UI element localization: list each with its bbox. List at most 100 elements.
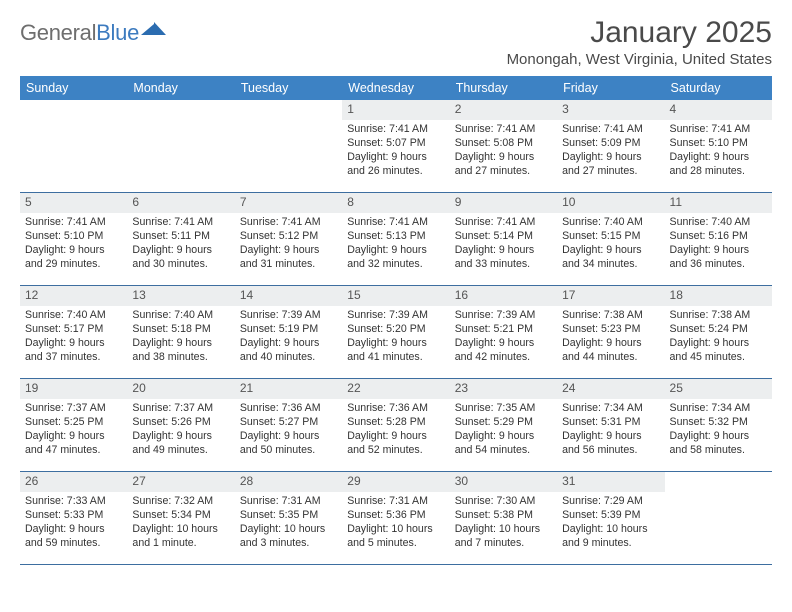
sunset-line: Sunset: 5:39 PM (560, 509, 661, 523)
day-number: 14 (235, 286, 342, 306)
daylight-line: Daylight: 10 hours and 7 minutes. (453, 523, 554, 551)
sunset-line: Sunset: 5:11 PM (130, 230, 231, 244)
daylight-line: Daylight: 9 hours and 36 minutes. (668, 244, 769, 272)
dow-sunday: Sunday (20, 76, 127, 100)
sunset-line: Sunset: 5:08 PM (453, 137, 554, 151)
sunrise-line: Sunrise: 7:41 AM (238, 216, 339, 230)
sunrise-line: Sunrise: 7:41 AM (453, 216, 554, 230)
day-number: 18 (665, 286, 772, 306)
sunrise-line: Sunrise: 7:40 AM (130, 309, 231, 323)
month-title: January 2025 (507, 16, 772, 49)
daylight-line: Daylight: 9 hours and 59 minutes. (23, 523, 124, 551)
day-cell: 21Sunrise: 7:36 AMSunset: 5:27 PMDayligh… (235, 379, 342, 471)
location-label: Monongah, West Virginia, United States (507, 51, 772, 68)
brand-part1: General (20, 20, 96, 45)
dow-friday: Friday (557, 76, 664, 100)
dow-monday: Monday (127, 76, 234, 100)
brand-mark-icon (141, 19, 167, 42)
daylight-line: Daylight: 9 hours and 27 minutes. (453, 151, 554, 179)
day-cell: 22Sunrise: 7:36 AMSunset: 5:28 PMDayligh… (342, 379, 449, 471)
day-cell: 20Sunrise: 7:37 AMSunset: 5:26 PMDayligh… (127, 379, 234, 471)
day-number: 26 (20, 472, 127, 492)
day-cell: 25Sunrise: 7:34 AMSunset: 5:32 PMDayligh… (665, 379, 772, 471)
day-cell: 14Sunrise: 7:39 AMSunset: 5:19 PMDayligh… (235, 286, 342, 378)
sunset-line: Sunset: 5:21 PM (453, 323, 554, 337)
day-cell: 12Sunrise: 7:40 AMSunset: 5:17 PMDayligh… (20, 286, 127, 378)
daylight-line: Daylight: 9 hours and 58 minutes. (668, 430, 769, 458)
daylight-line: Daylight: 9 hours and 50 minutes. (238, 430, 339, 458)
brand-part2: Blue (96, 20, 139, 45)
day-cell: 13Sunrise: 7:40 AMSunset: 5:18 PMDayligh… (127, 286, 234, 378)
daylight-line: Daylight: 9 hours and 45 minutes. (668, 337, 769, 365)
day-number: 2 (450, 100, 557, 120)
daylight-line: Daylight: 9 hours and 37 minutes. (23, 337, 124, 365)
calendar-page: GeneralBlue January 2025 Monongah, West … (0, 0, 792, 612)
sunset-line: Sunset: 5:35 PM (238, 509, 339, 523)
sunrise-line: Sunrise: 7:41 AM (668, 123, 769, 137)
sunrise-line: Sunrise: 7:31 AM (345, 495, 446, 509)
day-cell: 1Sunrise: 7:41 AMSunset: 5:07 PMDaylight… (342, 100, 449, 192)
day-cell: 5Sunrise: 7:41 AMSunset: 5:10 PMDaylight… (20, 193, 127, 285)
sunrise-line: Sunrise: 7:36 AM (345, 402, 446, 416)
sunset-line: Sunset: 5:36 PM (345, 509, 446, 523)
day-cell: 8Sunrise: 7:41 AMSunset: 5:13 PMDaylight… (342, 193, 449, 285)
daylight-line: Daylight: 9 hours and 44 minutes. (560, 337, 661, 365)
sunrise-line: Sunrise: 7:37 AM (130, 402, 231, 416)
day-cell: 10Sunrise: 7:40 AMSunset: 5:15 PMDayligh… (557, 193, 664, 285)
day-cell: . (235, 100, 342, 192)
sunrise-line: Sunrise: 7:40 AM (668, 216, 769, 230)
day-number: 24 (557, 379, 664, 399)
daylight-line: Daylight: 9 hours and 56 minutes. (560, 430, 661, 458)
dow-header-row: Sunday Monday Tuesday Wednesday Thursday… (20, 76, 772, 100)
day-number: 30 (450, 472, 557, 492)
sunrise-line: Sunrise: 7:31 AM (238, 495, 339, 509)
sunset-line: Sunset: 5:26 PM (130, 416, 231, 430)
sunrise-line: Sunrise: 7:41 AM (560, 123, 661, 137)
day-number: 1 (342, 100, 449, 120)
day-cell: 30Sunrise: 7:30 AMSunset: 5:38 PMDayligh… (450, 472, 557, 564)
sunset-line: Sunset: 5:10 PM (668, 137, 769, 151)
daylight-line: Daylight: 9 hours and 27 minutes. (560, 151, 661, 179)
title-block: January 2025 Monongah, West Virginia, Un… (507, 16, 772, 68)
sunset-line: Sunset: 5:27 PM (238, 416, 339, 430)
sunrise-line: Sunrise: 7:41 AM (453, 123, 554, 137)
day-cell: 27Sunrise: 7:32 AMSunset: 5:34 PMDayligh… (127, 472, 234, 564)
sunset-line: Sunset: 5:23 PM (560, 323, 661, 337)
sunset-line: Sunset: 5:13 PM (345, 230, 446, 244)
day-number: 19 (20, 379, 127, 399)
daylight-line: Daylight: 9 hours and 42 minutes. (453, 337, 554, 365)
daylight-line: Daylight: 9 hours and 52 minutes. (345, 430, 446, 458)
sunset-line: Sunset: 5:14 PM (453, 230, 554, 244)
sunrise-line: Sunrise: 7:41 AM (345, 123, 446, 137)
dow-saturday: Saturday (665, 76, 772, 100)
sunrise-line: Sunrise: 7:39 AM (453, 309, 554, 323)
day-number: 5 (20, 193, 127, 213)
sunset-line: Sunset: 5:25 PM (23, 416, 124, 430)
week-row: 19Sunrise: 7:37 AM Sunset: 5:25 PM Dayligh… (20, 379, 772, 472)
day-number: 10 (557, 193, 664, 213)
day-cell: 11Sunrise: 7:40 AMSunset: 5:16 PMDayligh… (665, 193, 772, 285)
day-cell: 29Sunrise: 7:31 AMSunset: 5:36 PMDayligh… (342, 472, 449, 564)
day-number: 7 (235, 193, 342, 213)
daylight-line: Daylight: 9 hours and 38 minutes. (130, 337, 231, 365)
sunset-line: Sunset: 5:18 PM (130, 323, 231, 337)
day-cell: 17Sunrise: 7:38 AMSunset: 5:23 PMDayligh… (557, 286, 664, 378)
daylight-line: Daylight: 9 hours and 32 minutes. (345, 244, 446, 272)
day-number: 21 (235, 379, 342, 399)
daylight-line: Daylight: 10 hours and 5 minutes. (345, 523, 446, 551)
day-cell: 6Sunrise: 7:41 AMSunset: 5:11 PMDaylight… (127, 193, 234, 285)
week-row: ...1Sunrise: 7:41 AMSunset: 5:07 PMDayli… (20, 100, 772, 193)
brand-logo: GeneralBlue (20, 20, 167, 46)
day-number: 15 (342, 286, 449, 306)
sunset-line: Sunset: 5:16 PM (668, 230, 769, 244)
daylight-line: Daylight: 9 hours and 29 minutes. (23, 244, 124, 272)
dow-thursday: Thursday (450, 76, 557, 100)
day-number: 27 (127, 472, 234, 492)
sunrise-line: Sunrise: 7:29 AM (560, 495, 661, 509)
sunrise-line: Sunrise: 7:34 AM (560, 402, 661, 416)
daylight-line: Daylight: 10 hours and 3 minutes. (238, 523, 339, 551)
page-header: GeneralBlue January 2025 Monongah, West … (20, 16, 772, 68)
daylight-line: Daylight: 9 hours and 26 minutes. (345, 151, 446, 179)
sunset-line: Sunset: 5:24 PM (668, 323, 769, 337)
day-cell: 16Sunrise: 7:39 AMSunset: 5:21 PMDayligh… (450, 286, 557, 378)
